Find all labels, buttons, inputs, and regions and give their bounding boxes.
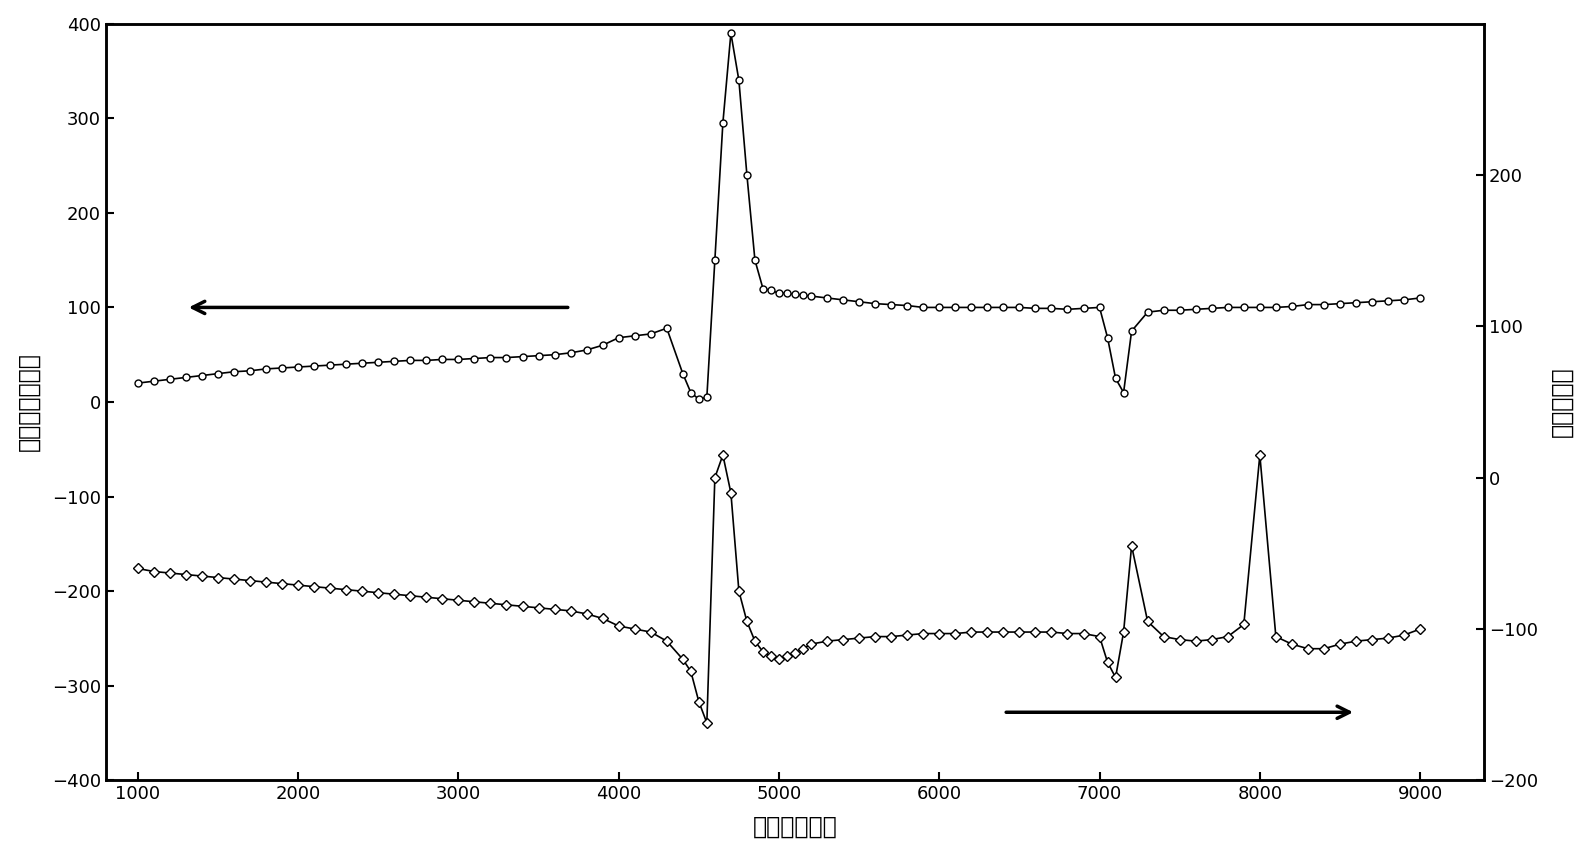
Y-axis label: 相位（度）: 相位（度） [1549,367,1574,437]
X-axis label: 频率（赫兹）: 频率（赫兹） [752,814,838,839]
Y-axis label: 振幅（皮安平）: 振幅（皮安平） [16,352,41,451]
